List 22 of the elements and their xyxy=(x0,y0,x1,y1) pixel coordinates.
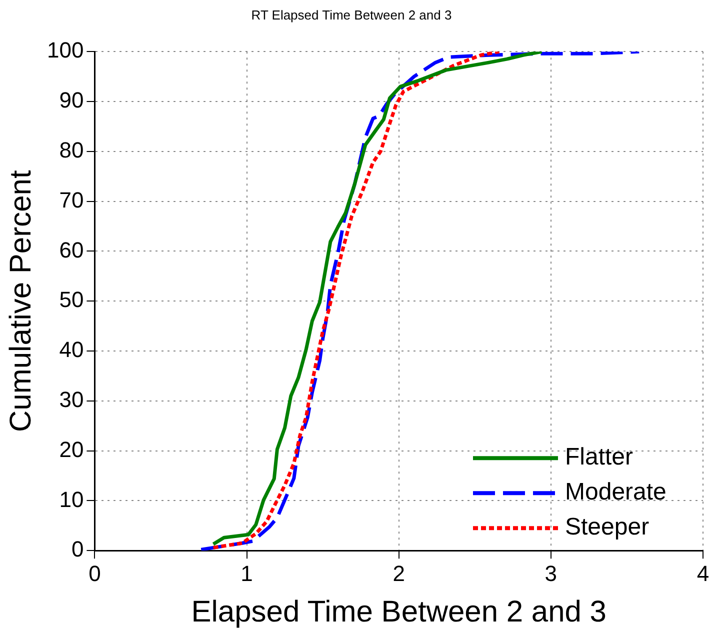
legend-label: Flatter xyxy=(565,444,634,471)
x-tick-label: 3 xyxy=(544,560,558,586)
y-tick-label: 30 xyxy=(59,386,84,412)
legend-label: Steeper xyxy=(565,514,650,541)
y-tick-label: 20 xyxy=(59,436,84,462)
chart-title: RT Elapsed Time Between 2 and 3 xyxy=(251,7,452,22)
y-tick-label: 80 xyxy=(59,137,84,162)
y-axis-title: Cumulative Percent xyxy=(4,170,38,432)
y-tick-label: 40 xyxy=(59,337,84,362)
y-tick-label: 70 xyxy=(59,187,84,212)
y-tick-label: 90 xyxy=(59,88,84,113)
y-tick-label: 0 xyxy=(71,536,84,562)
y-tick-label: 10 xyxy=(59,486,84,512)
y-tick-label: 50 xyxy=(59,287,84,312)
x-axis-title: Elapsed Time Between 2 and 3 xyxy=(191,595,606,628)
y-tick-label: 100 xyxy=(46,38,84,63)
x-tick-label: 2 xyxy=(392,560,405,586)
x-tick-label: 1 xyxy=(240,560,253,586)
x-tick-label: 4 xyxy=(696,560,710,586)
legend-label: Moderate xyxy=(565,478,666,506)
x-tick-label: 0 xyxy=(88,560,101,586)
y-tick-label: 60 xyxy=(59,237,84,262)
